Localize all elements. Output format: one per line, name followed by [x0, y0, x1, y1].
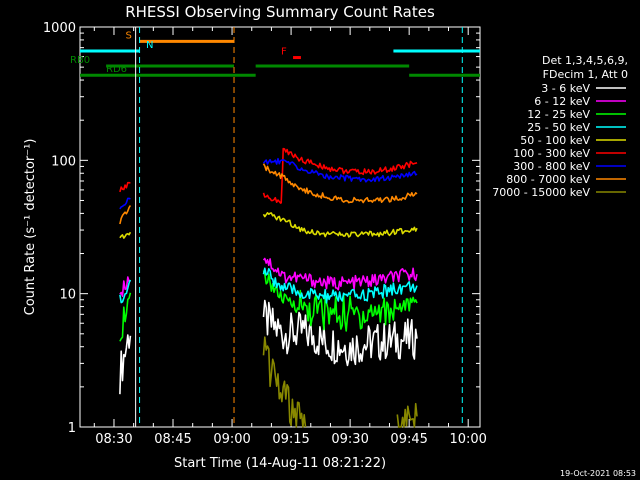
- x-axis-label: Start Time (14-Aug-11 08:21:22): [174, 456, 386, 471]
- timestamp: 19-Oct-2021 08:53: [560, 469, 636, 478]
- series-line: [119, 257, 418, 297]
- series-line: [119, 299, 418, 395]
- x-tick-label: 09:00: [213, 432, 250, 447]
- x-tick-label: 08:30: [95, 432, 132, 447]
- legend-label: 50 - 100 keV: [520, 134, 590, 147]
- info-line-1: Det 1,3,4,5,6,9,: [542, 54, 628, 67]
- y-tick-label: 1000: [43, 21, 76, 36]
- axes: 08:30 08:45 09:00 09:15 09:30 09:45 10:00 1 10 10…: [43, 21, 487, 447]
- series-line: [119, 267, 418, 304]
- legend-label: 800 - 7000 keV: [506, 173, 590, 186]
- y-tick-label: 1: [68, 421, 76, 436]
- series-line: [119, 212, 418, 239]
- x-tick-label: 09:45: [390, 432, 427, 447]
- series-line: [119, 163, 418, 225]
- legend-label: 6 - 12 keV: [534, 95, 590, 108]
- marker-lines: [135, 27, 463, 427]
- legend-label: 3 - 6 keV: [541, 82, 590, 95]
- series-lines: [119, 147, 418, 428]
- x-tick-label: 09:30: [331, 432, 368, 447]
- legend-label: 300 - 800 keV: [513, 160, 590, 173]
- y-tick-label: 100: [51, 154, 76, 169]
- legend-label: 7000 - 15000 keV: [492, 186, 590, 199]
- series-line: [262, 336, 418, 428]
- legend-label: 12 - 25 keV: [527, 108, 590, 121]
- y-axis-label: Count Rate (s⁻¹ detector⁻¹): [23, 139, 38, 316]
- info-line-2: FDecim 1, Att 0: [543, 68, 628, 81]
- chart-title: RHESSI Observing Summary Count Rates: [125, 3, 435, 21]
- x-tick-label: 09:15: [272, 432, 309, 447]
- flag-bars: S N RB0 RD6 F: [70, 30, 480, 77]
- legend-label: 25 - 50 keV: [527, 121, 590, 134]
- flag-label: RD6: [106, 64, 127, 75]
- series-line: [119, 157, 418, 210]
- plot-frame: [79, 26, 481, 428]
- flag-label: F: [281, 47, 287, 58]
- series-line: [119, 147, 418, 204]
- flag-label: RB0: [70, 55, 90, 66]
- flag-label: S: [126, 30, 132, 41]
- x-tick-label: 08:45: [154, 432, 191, 447]
- y-tick-label: 10: [59, 288, 76, 303]
- series-line: [119, 270, 418, 342]
- flag-label: N: [146, 40, 153, 51]
- legend-label: 100 - 300 keV: [513, 147, 590, 160]
- x-tick-label: 10:00: [449, 432, 486, 447]
